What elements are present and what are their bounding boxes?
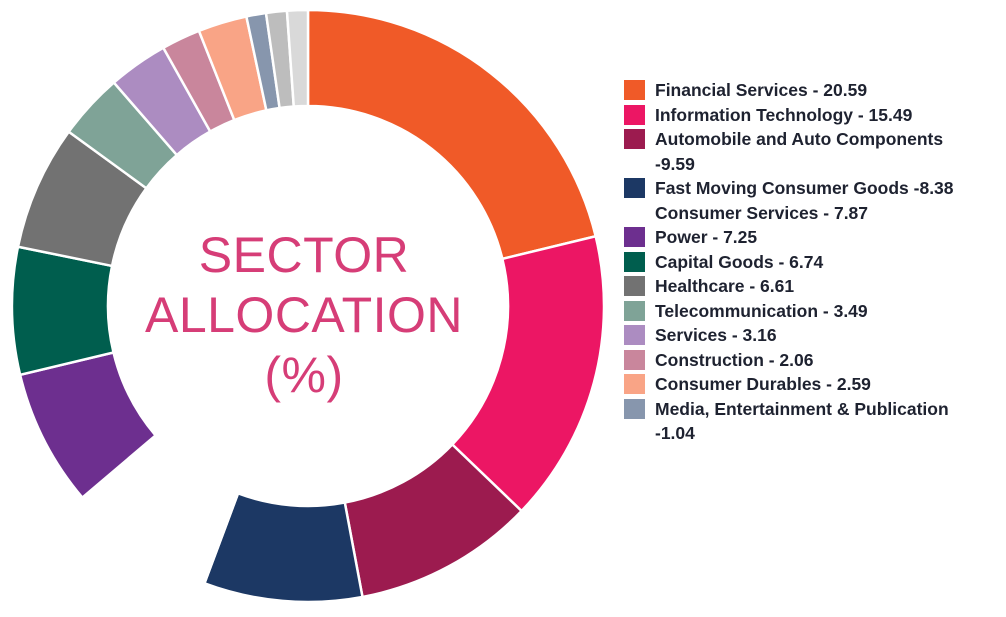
legend-label: Healthcare - 6.61 xyxy=(655,276,795,296)
slice-0 xyxy=(306,8,598,261)
chart-title: SECTOR ALLOCATION (%) xyxy=(108,225,500,405)
legend-label: Power - 7.25 xyxy=(655,227,758,247)
chart-title-line-1: SECTOR xyxy=(198,227,410,283)
legend-label: Fast Moving Consumer Goods -8.38 xyxy=(655,178,954,198)
chart-title-line-2: ALLOCATION xyxy=(144,287,464,343)
legend-label: Services - 3.16 xyxy=(655,325,777,345)
legend-swatch xyxy=(624,227,645,247)
slice-unlabeled-1 xyxy=(285,8,310,108)
legend-label: Construction - 2.06 xyxy=(655,349,814,370)
donut-chart xyxy=(10,8,606,604)
legend-swatch xyxy=(624,178,645,198)
legend-swatch xyxy=(624,398,645,419)
legend-swatch xyxy=(624,251,645,272)
legend-label: Telecommunication - 3.49 xyxy=(655,300,868,321)
legend-swatch xyxy=(624,374,645,394)
legend-swatch xyxy=(624,129,645,149)
legend-swatch xyxy=(624,325,645,345)
legend-label: Media, Entertainment & Publication -1.04 xyxy=(655,398,949,444)
legend-swatch xyxy=(624,300,645,321)
legend-swatch xyxy=(624,349,645,370)
chart-title-line-3: (%) xyxy=(264,347,344,403)
legend-label: Information Technology - 15.49 xyxy=(655,104,913,125)
legend-label: Consumer Durables - 2.59 xyxy=(655,374,871,394)
legend-swatch xyxy=(624,276,645,296)
legend-label: Automobile and Auto Components -9.59 xyxy=(655,129,944,174)
legend-swatch xyxy=(624,202,645,223)
legend-label: Capital Goods - 6.74 xyxy=(655,251,824,272)
legend-swatch xyxy=(624,104,645,125)
slice-6 xyxy=(10,245,115,377)
legend-label: Consumer Services - 7.87 xyxy=(655,202,869,223)
legend-label: Financial Services - 20.59 xyxy=(655,80,868,100)
legend-swatch xyxy=(624,80,645,100)
